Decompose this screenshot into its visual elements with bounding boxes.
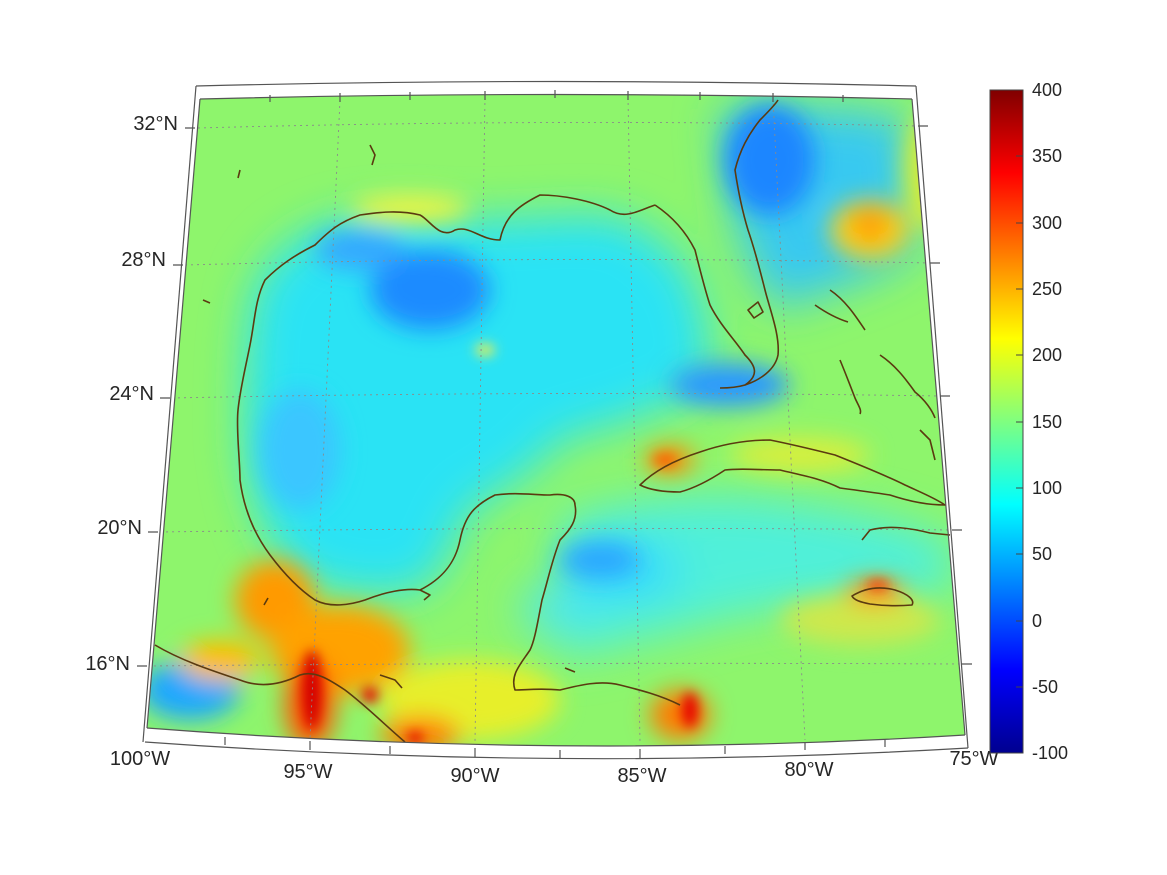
lon-label-80w: 80°W [784,759,833,781]
lat-label-16n: 16°N [85,653,130,675]
longitude-labels: 100°W 95°W 90°W 85°W 80°W 75°W [110,748,999,787]
latitude-labels: 32°N 28°N 24°N 20°N 16°N [85,113,178,675]
colorbar-label-100: 100 [1032,478,1062,498]
lon-label-90w: 90°W [450,765,499,787]
lat-label-24n: 24°N [109,383,154,405]
colorbar-label-neg100: -100 [1032,743,1068,763]
lat-label-20n: 20°N [97,517,142,539]
lon-label-100w: 100°W [110,748,170,770]
lon-label-75w: 75°W [949,748,998,770]
colorbar: 400 350 300 250 200 150 100 50 0 -50 -10… [989,80,1068,763]
map-frame [137,80,972,760]
colorbar-label-0: 0 [1032,611,1042,631]
graticule [147,96,963,743]
colorbar-labels: 400 350 300 250 200 150 100 50 0 -50 -10… [1032,80,1068,763]
colorbar-label-250: 250 [1032,279,1062,299]
colorbar-label-400: 400 [1032,80,1062,100]
coastlines [154,99,951,743]
colorbar-ticks [1016,89,1023,754]
colorbar-label-350: 350 [1032,146,1062,166]
map-field [147,94,965,746]
lat-label-32n: 32°N [133,113,178,135]
colorbar-label-150: 150 [1032,412,1062,432]
lon-label-85w: 85°W [617,765,666,787]
colorbar-label-200: 200 [1032,345,1062,365]
colorbar-label-neg50: -50 [1032,677,1058,697]
colorbar-label-300: 300 [1032,213,1062,233]
colorbar-label-50: 50 [1032,544,1052,564]
lon-label-95w: 95°W [283,761,332,783]
lat-label-28n: 28°N [121,249,166,271]
